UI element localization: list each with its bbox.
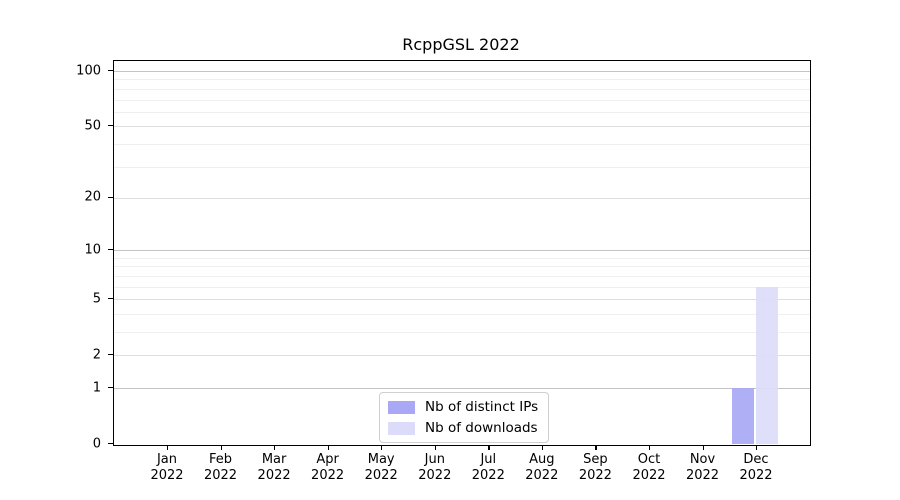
legend: Nb of distinct IPs Nb of downloads bbox=[379, 392, 550, 443]
gridline-major bbox=[114, 355, 810, 357]
gridline-minor bbox=[114, 266, 810, 268]
y-tick-label: 2 bbox=[92, 347, 101, 363]
x-tick-label-dec: Dec 2022 bbox=[739, 452, 773, 483]
gridline-major bbox=[114, 250, 810, 252]
y-tick-mark bbox=[108, 196, 113, 199]
x-tick-label-mar: Mar 2022 bbox=[257, 452, 291, 483]
y-tick-label: 100 bbox=[76, 63, 101, 78]
y-tick-label: 5 bbox=[92, 291, 101, 307]
y-tick-mark bbox=[108, 70, 113, 72]
gridline-minor bbox=[114, 286, 810, 288]
y-tick-mark bbox=[108, 387, 113, 389]
y-tick-mark bbox=[108, 249, 113, 251]
chart-title: RcppGSL 2022 bbox=[402, 35, 520, 54]
x-tick-mark bbox=[274, 445, 276, 450]
gridline-major bbox=[114, 388, 810, 389]
legend-swatch-icon bbox=[388, 400, 415, 414]
x-tick-mark bbox=[220, 445, 222, 450]
x-tick-label-may: May 2022 bbox=[364, 452, 398, 483]
y-tick-label: 20 bbox=[84, 189, 101, 205]
legend-label: Nb of downloads bbox=[425, 420, 538, 436]
x-tick-label-nov: Nov 2022 bbox=[685, 452, 720, 483]
y-tick-label: 10 bbox=[84, 242, 101, 258]
legend-label: Nb of distinct IPs bbox=[425, 399, 539, 415]
x-tick-mark bbox=[327, 445, 329, 450]
x-tick-label-oct: Oct 2022 bbox=[632, 452, 666, 483]
x-tick-label-jul: Jul 2022 bbox=[471, 452, 505, 483]
gridline-minor bbox=[114, 275, 810, 277]
plot-area: Nb of distinct IPs Nb of downloads bbox=[113, 60, 811, 446]
x-tick-mark bbox=[167, 445, 169, 450]
gridline-minor bbox=[114, 99, 810, 101]
y-tick-mark bbox=[108, 125, 113, 127]
x-tick-label-feb: Feb 2022 bbox=[203, 452, 238, 483]
legend-row-nb-of-distinct-ips: Nb of distinct IPs bbox=[388, 399, 538, 415]
gridline-minor bbox=[114, 88, 810, 90]
bar-nb-of-downloads-dec bbox=[756, 286, 778, 444]
x-tick-mark bbox=[381, 445, 383, 450]
x-tick-mark bbox=[702, 445, 704, 450]
y-tick-mark bbox=[108, 354, 113, 356]
x-tick-label-sep: Sep 2022 bbox=[578, 452, 612, 483]
gridline-minor bbox=[114, 257, 810, 259]
y-tick-label: 1 bbox=[92, 380, 101, 395]
y-tick-label: 0 bbox=[92, 436, 101, 451]
gridline-major bbox=[114, 299, 810, 301]
gridline-minor bbox=[114, 79, 810, 81]
y-tick-mark bbox=[108, 298, 113, 300]
y-tick-label: 50 bbox=[84, 118, 101, 134]
x-tick-mark bbox=[756, 445, 758, 450]
gridline-minor bbox=[114, 166, 810, 168]
gridline-major bbox=[114, 126, 810, 128]
gridline-minor bbox=[114, 111, 810, 113]
gridline-minor bbox=[114, 332, 810, 333]
x-tick-mark bbox=[595, 445, 597, 450]
y-axis: 0 1 2 5 10 20 50 100 bbox=[0, 60, 113, 451]
x-tick-mark bbox=[434, 445, 437, 450]
x-tick-mark bbox=[488, 445, 490, 450]
x-tick-label-jun: Jun 2022 bbox=[418, 452, 452, 483]
x-tick-mark bbox=[541, 445, 544, 450]
x-tick-label-jan: Jan 2022 bbox=[150, 452, 184, 483]
gridline-minor bbox=[114, 313, 810, 315]
legend-swatch-icon bbox=[388, 421, 415, 435]
gridline-minor bbox=[114, 143, 810, 145]
gridline-major bbox=[114, 71, 810, 72]
x-tick-label-aug: Aug 2022 bbox=[525, 452, 559, 483]
y-tick-mark bbox=[108, 443, 113, 445]
x-tick-mark bbox=[649, 445, 651, 450]
legend-row-nb-of-downloads: Nb of downloads bbox=[388, 420, 538, 436]
x-axis: Jan 2022 Feb 2022 Mar 2022 Apr 2022 May 2022… bbox=[113, 444, 809, 494]
x-tick-label-apr: Apr 2022 bbox=[311, 452, 345, 483]
gridline-major bbox=[114, 197, 810, 199]
bar-nb-of-distinct-ips-dec bbox=[732, 388, 754, 444]
